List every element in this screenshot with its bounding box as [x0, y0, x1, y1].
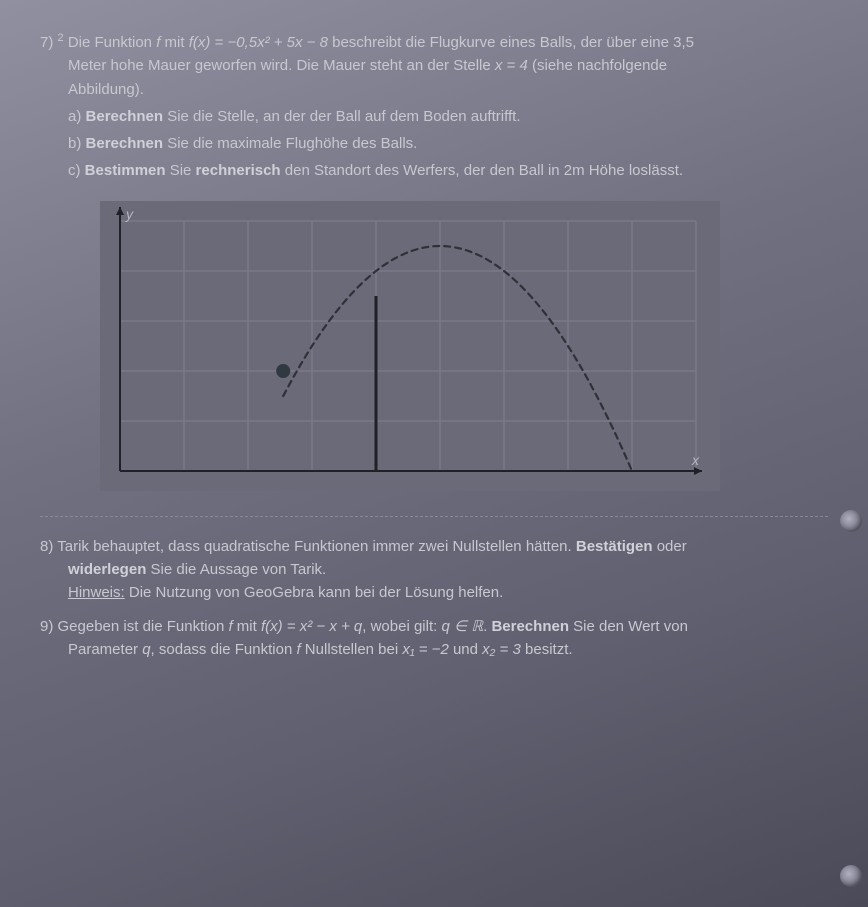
p7-b-rest: Sie die maximale Flughöhe des Balls.: [163, 135, 417, 152]
p7-b-letter: b): [68, 135, 81, 152]
p7-line2: Meter hohe Mauer geworfen wird. Die Maue…: [68, 54, 828, 77]
p7-xeq: x = 4: [495, 57, 528, 74]
p7-c-bold1: Bestimmen: [85, 162, 166, 179]
p9-text-a: Gegeben ist die Funktion: [58, 618, 229, 635]
p9-mit: mit: [233, 618, 261, 635]
p8-hint: Hinweis: Die Nutzung von GeoGebra kann b…: [68, 581, 828, 604]
p9-x2: x₂ = 3: [482, 641, 521, 658]
p7-c-letter: c): [68, 162, 81, 179]
svg-text:y: y: [125, 206, 134, 222]
p7-line2b: (siehe nachfolgende: [528, 57, 667, 74]
p7-b: b) Berechnen Sie die maximale Flughöhe d…: [68, 132, 828, 155]
chart-svg: xy: [100, 201, 720, 491]
p8-hint-text: Die Nutzung von GeoGebra kann bei der Lö…: [125, 584, 504, 601]
p8-text-b: Sie die Aussage von Tarik.: [146, 561, 326, 578]
p7-a-letter: a): [68, 108, 81, 125]
p7-c-mid: Sie: [166, 162, 196, 179]
p9-line2c: Nullstellen bei: [301, 641, 403, 658]
p7-intro-a: Die Funktion: [68, 34, 156, 51]
p7-b-bold: Berechnen: [86, 135, 164, 152]
divider: [40, 516, 828, 517]
p9-x1: x₁ = −2: [402, 641, 448, 658]
p7-formula: f(x) = −0,5x² + 5x − 8: [189, 34, 328, 51]
p7-line3: Abbildung).: [68, 78, 828, 101]
p9-line2a: Parameter: [68, 641, 142, 658]
p7-a-bold: Berechnen: [86, 108, 164, 125]
p9-line2: Parameter q, sodass die Funktion f Nulls…: [68, 638, 828, 661]
p9-und: und: [449, 641, 482, 658]
p7-mit: mit: [160, 34, 188, 51]
p7-intro-b: beschreibt die Flugkurve eines Balls, de…: [328, 34, 694, 51]
p8-bold1: Bestätigen: [576, 538, 653, 555]
p9-text-d: Sie den Wert von: [569, 618, 688, 635]
punch-hole-icon: [840, 865, 862, 887]
p9-text-b: , wobei gilt:: [362, 618, 441, 635]
p7-a-rest: Sie die Stelle, an der der Ball auf dem …: [163, 108, 520, 125]
p9-qinR: q ∈ ℝ: [441, 618, 483, 635]
p8-hint-label: Hinweis:: [68, 584, 125, 601]
p7-c-rest: den Standort des Werfers, der den Ball i…: [281, 162, 683, 179]
p9-bold: Berechnen: [491, 618, 569, 635]
p9-formula: f(x) = x² − x + q: [261, 618, 362, 635]
svg-text:x: x: [691, 452, 700, 468]
p8-bold2: widerlegen: [68, 561, 146, 578]
problem-9: 9) Gegeben ist die Funktion f mit f(x) =…: [40, 615, 828, 662]
p9-line2b: , sodass die Funktion: [151, 641, 297, 658]
p9-q: q: [142, 641, 150, 658]
problem-7-sup: 2: [58, 32, 64, 44]
problem-7-number: 7): [40, 34, 53, 51]
p9-number: 9): [40, 618, 53, 635]
p8-line2: widerlegen Sie die Aussage von Tarik.: [68, 558, 828, 581]
p8-number: 8): [40, 538, 53, 555]
problem-7: 7) 2 Die Funktion f mit f(x) = −0,5x² + …: [40, 30, 828, 183]
p7-a: a) Berechnen Sie die Stelle, an der der …: [68, 105, 828, 128]
p8-oder: oder: [653, 538, 687, 555]
worksheet-page: 7) 2 Die Funktion f mit f(x) = −0,5x² + …: [0, 0, 868, 907]
problem-8: 8) Tarik behauptet, dass quadratische Fu…: [40, 535, 828, 605]
punch-hole-icon: [840, 510, 862, 532]
p7-c: c) Bestimmen Sie rechnerisch den Standor…: [68, 159, 828, 182]
p9-line2d: besitzt.: [521, 641, 573, 658]
trajectory-chart: xy: [100, 201, 720, 498]
p7-line2a: Meter hohe Mauer geworfen wird. Die Maue…: [68, 57, 495, 74]
p7-c-bold2: rechnerisch: [196, 162, 281, 179]
p8-text-a: Tarik behauptet, dass quadratische Funkt…: [57, 538, 576, 555]
